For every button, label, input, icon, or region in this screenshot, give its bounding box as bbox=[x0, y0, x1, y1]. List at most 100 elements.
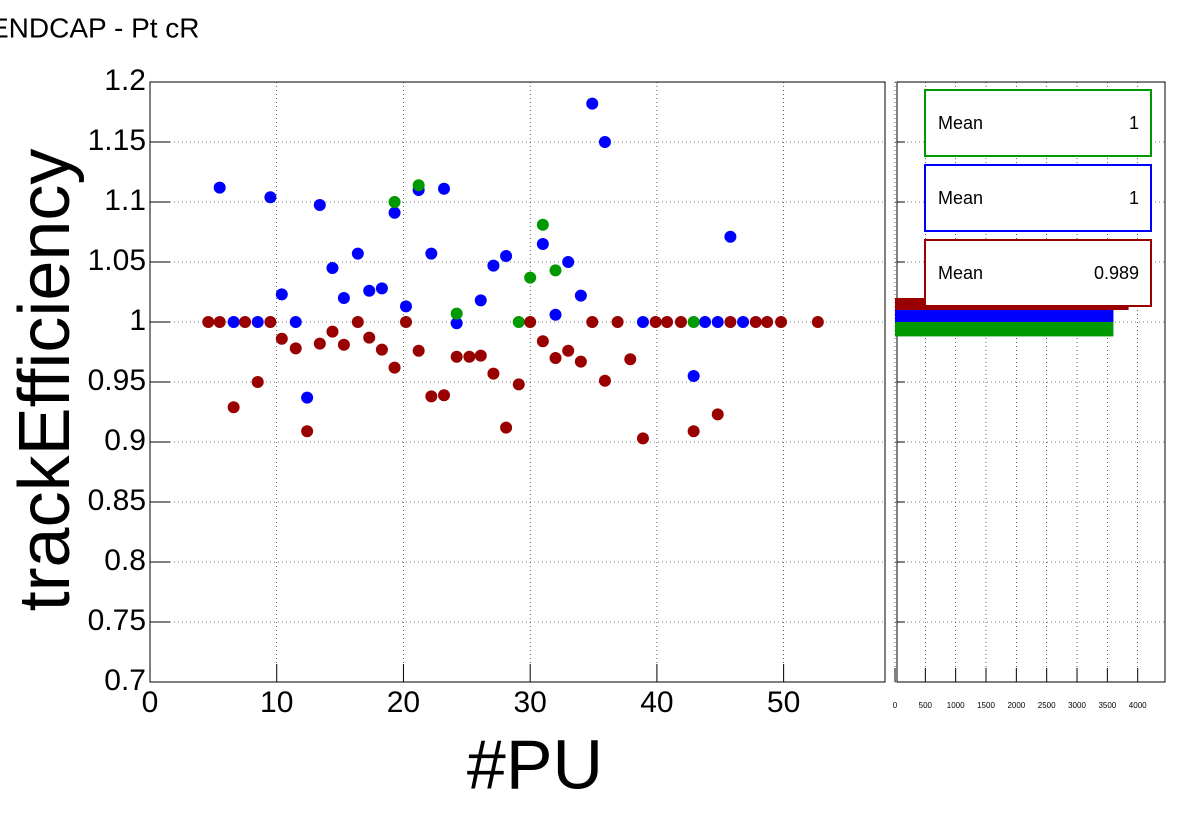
y-tick-label: 0.75 bbox=[88, 604, 146, 637]
data-point bbox=[500, 250, 513, 262]
stats-frame bbox=[924, 239, 1152, 307]
x-tick-label: 0 bbox=[893, 701, 898, 710]
y-axis-title: trackEfficiency bbox=[5, 149, 85, 612]
x-tick-label: 0 bbox=[142, 686, 159, 719]
data-point bbox=[275, 288, 288, 301]
x-axis-title: #PU bbox=[467, 725, 603, 803]
data-point bbox=[500, 421, 513, 434]
data-point bbox=[227, 401, 240, 414]
data-point bbox=[412, 179, 425, 192]
data-point bbox=[524, 316, 537, 328]
data-point bbox=[438, 182, 450, 195]
hist-bar bbox=[895, 310, 1114, 322]
data-point bbox=[724, 230, 737, 243]
stats-frame bbox=[924, 89, 1152, 157]
data-point bbox=[775, 316, 788, 328]
x-tick-label: 4000 bbox=[1129, 701, 1147, 710]
data-point bbox=[737, 316, 750, 328]
data-point bbox=[202, 316, 215, 328]
data-point bbox=[711, 316, 724, 328]
data-point bbox=[239, 316, 252, 328]
stats-box: Mean 1 bbox=[924, 164, 1152, 232]
stats-label: Mean bbox=[938, 113, 983, 133]
data-point bbox=[337, 338, 350, 351]
y-tick-label: 0.95 bbox=[88, 364, 146, 397]
data-point bbox=[337, 292, 350, 304]
data-point bbox=[275, 332, 288, 345]
data-point bbox=[562, 344, 575, 357]
data-point bbox=[724, 316, 737, 328]
data-point bbox=[388, 206, 401, 219]
chart-title: ENDCAP - Pt cR bbox=[0, 12, 200, 43]
data-point bbox=[512, 316, 525, 328]
x-tick-label: 20 bbox=[387, 686, 420, 719]
x-tick-label: 10 bbox=[260, 686, 293, 719]
data-point bbox=[636, 316, 649, 328]
data-point bbox=[611, 316, 624, 328]
stats-value: 0.989 bbox=[1094, 263, 1139, 283]
data-point bbox=[326, 325, 339, 338]
x-tick-label: 2000 bbox=[1007, 701, 1025, 710]
data-point bbox=[351, 316, 364, 328]
data-point bbox=[536, 218, 549, 231]
data-point bbox=[425, 247, 438, 260]
data-point bbox=[562, 256, 575, 268]
data-point bbox=[351, 247, 364, 260]
stats-box: Mean 0.989 bbox=[924, 239, 1152, 307]
data-point bbox=[811, 316, 824, 328]
data-point bbox=[624, 353, 637, 366]
hist-bar bbox=[895, 322, 1114, 337]
data-point bbox=[487, 259, 500, 272]
data-point bbox=[524, 271, 537, 284]
data-point bbox=[363, 284, 376, 297]
data-point bbox=[687, 316, 700, 328]
data-point bbox=[687, 370, 700, 382]
data-point bbox=[474, 349, 487, 362]
data-point bbox=[388, 361, 401, 374]
data-point bbox=[761, 316, 774, 328]
data-point bbox=[574, 355, 587, 368]
data-point bbox=[289, 316, 302, 328]
y-tick-label: 1.15 bbox=[88, 124, 146, 157]
y-tick-label: 1.2 bbox=[104, 64, 146, 97]
stats-label: Mean bbox=[938, 188, 983, 208]
data-point bbox=[474, 294, 487, 307]
stats-box: Mean 1 bbox=[924, 89, 1152, 157]
data-point bbox=[450, 317, 463, 330]
x-tick-label: 1500 bbox=[977, 701, 995, 710]
y-tick-label: 1.05 bbox=[88, 244, 146, 277]
data-point bbox=[289, 342, 302, 355]
x-tick-label: 500 bbox=[919, 701, 933, 710]
y-tick-label: 0.8 bbox=[104, 544, 146, 577]
y-tick-label: 1 bbox=[129, 304, 146, 337]
data-point bbox=[598, 374, 611, 387]
data-point bbox=[375, 343, 388, 356]
stats-value: 1 bbox=[1129, 113, 1139, 133]
data-point bbox=[213, 316, 226, 328]
x-tick-label: 1000 bbox=[947, 701, 965, 710]
x-tick-label: 30 bbox=[513, 686, 546, 719]
data-point bbox=[301, 391, 314, 404]
data-point bbox=[512, 378, 525, 391]
data-point bbox=[536, 335, 549, 348]
stats-label: Mean bbox=[938, 263, 983, 283]
data-point bbox=[301, 425, 314, 438]
stats-frame bbox=[924, 164, 1152, 232]
x-tick-label: 40 bbox=[640, 686, 673, 719]
data-point bbox=[674, 316, 687, 328]
data-point bbox=[463, 350, 476, 363]
data-point bbox=[586, 316, 599, 328]
data-point bbox=[326, 262, 339, 274]
y-tick-label: 0.9 bbox=[104, 424, 146, 457]
data-point bbox=[251, 376, 264, 388]
data-point bbox=[399, 300, 412, 313]
stats-value: 1 bbox=[1129, 188, 1139, 208]
data-point bbox=[425, 390, 438, 403]
data-point bbox=[699, 316, 712, 328]
data-point bbox=[438, 389, 450, 402]
data-point bbox=[388, 196, 401, 208]
data-point bbox=[549, 308, 562, 321]
data-point bbox=[412, 344, 425, 357]
data-point bbox=[598, 136, 611, 148]
data-point bbox=[536, 238, 549, 250]
